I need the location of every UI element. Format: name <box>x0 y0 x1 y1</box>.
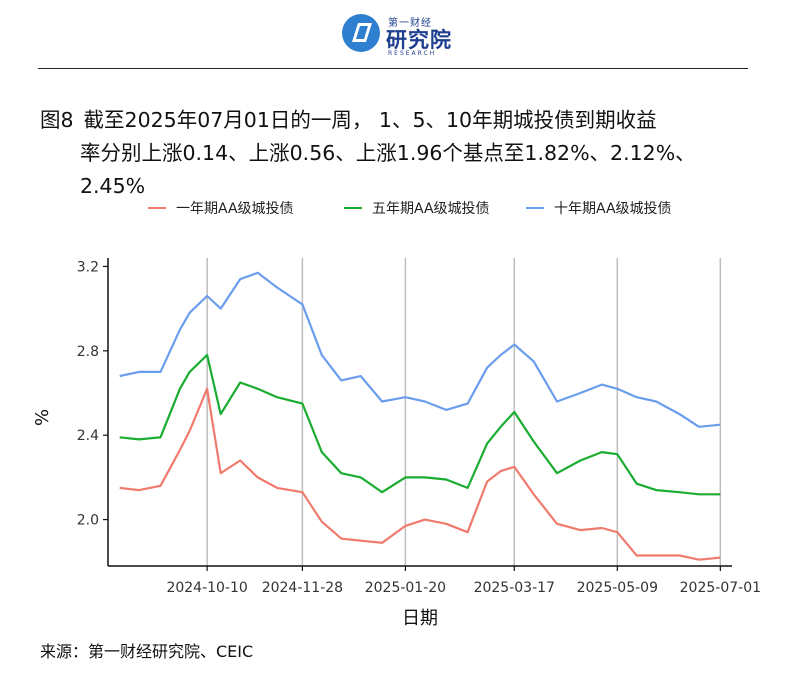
chart-legend: 一年期AA级城投债 五年期AA级城投债 十年期AA级城投债 <box>148 198 768 222</box>
figure-title-line-2: 率分别上涨0.14、上涨0.56、上涨1.96个基点至1.82%、2.12%、 <box>80 141 696 165</box>
series-line-3 <box>119 271 721 428</box>
logo-top-text: 第一财经 <box>388 18 432 29</box>
y-tick-label-2: 2.4 <box>77 428 99 444</box>
legend-item-1y: 一年期AA级城投债 <box>148 198 294 218</box>
figure-title-line-1: 图8 截至2025年07月01日的一周， 1、5、10年期城投债到期收益 <box>40 104 780 137</box>
x-axis-label: 日期 <box>402 608 438 629</box>
logo-main-text: 研究院 <box>386 28 452 52</box>
legend-item-10y: 十年期AA级城投债 <box>526 198 672 218</box>
figure-number: 图8 <box>40 108 74 132</box>
logo-mark-icon <box>342 14 380 52</box>
figure-title-line-3: 2.45% <box>80 174 146 198</box>
x-tick-label-3: 2025-01-20 <box>365 580 446 596</box>
header-divider <box>38 68 748 69</box>
legend-swatch-1y <box>148 207 166 209</box>
legend-swatch-5y <box>344 207 362 209</box>
x-tick-label-4: 2025-03-17 <box>474 580 555 596</box>
legend-label-1y: 一年期AA级城投债 <box>176 201 294 217</box>
series-line-1 <box>119 387 721 561</box>
source-note: 来源：第一财经研究院、CEIC <box>40 642 254 661</box>
legend-swatch-10y <box>526 207 544 209</box>
y-axis-label: % <box>32 408 54 427</box>
legend-label-10y: 十年期AA级城投债 <box>554 201 672 217</box>
x-tick-label-2: 2024-11-28 <box>262 580 343 596</box>
y-tick-label-1: 2.0 <box>77 513 99 529</box>
figure-title: 图8 截至2025年07月01日的一周， 1、5、10年期城投债到期收益 率分别上… <box>40 104 780 203</box>
research-logo: 第一财经 研究院 RESEARCH <box>340 10 490 58</box>
legend-item-5y: 五年期AA级城投债 <box>344 198 490 218</box>
x-tick-label-1: 2024-10-10 <box>166 580 247 596</box>
legend-label-5y: 五年期AA级城投债 <box>372 201 490 217</box>
series-line-2 <box>119 353 721 496</box>
logo-sub-text: RESEARCH <box>388 50 437 57</box>
x-tick-label-6: 2025-07-01 <box>680 580 761 596</box>
y-tick-label-4: 3.2 <box>77 259 99 275</box>
figure-title-text-1: 截至2025年07月01日的一周， 1、5、10年期城投债到期收益 <box>83 108 657 132</box>
x-tick-label-5: 2025-05-09 <box>577 580 658 596</box>
y-tick-label-3: 2.8 <box>77 344 99 360</box>
